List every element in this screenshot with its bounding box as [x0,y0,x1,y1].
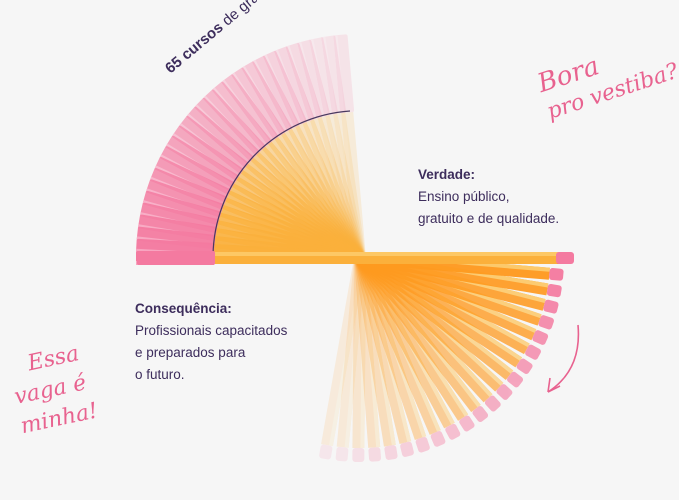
consequencia-title: Consequência: [135,301,232,316]
consequencia-line: e preparados para [135,345,246,360]
pencil [319,256,366,460]
pencil [297,39,366,260]
verdade-block: Verdade: Ensino público, gratuito e de q… [418,164,559,230]
pencil [309,37,366,260]
pencil [321,35,366,259]
consequencia-line: Profissionais capacitados [135,323,288,338]
fan-arc [212,110,351,259]
pencil [335,257,366,462]
pencil [354,257,382,462]
pencil [333,34,366,259]
consequencia-line: o futuro. [135,367,185,382]
pencil [285,42,366,260]
pencil [221,74,365,262]
pencil [274,46,366,261]
consequencia-block: Consequência: Profissionais capacitados … [135,298,287,386]
verdade-title: Verdade: [418,167,476,182]
pencil [241,61,366,262]
pencil [262,50,366,261]
pencil [354,256,430,453]
verdade-line: gratuito e de qualidade. [418,211,560,226]
verdade-line: Ensino público, [418,189,510,204]
pencil [354,256,414,457]
pencil [251,55,366,261]
pencil [354,257,398,460]
pencil [352,257,366,463]
pencil-horizontal [137,251,570,265]
pencil [354,255,446,447]
curved-arrow-icon [547,324,580,393]
